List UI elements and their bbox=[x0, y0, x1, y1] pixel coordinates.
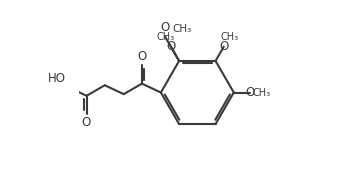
Text: CH₃: CH₃ bbox=[220, 32, 238, 42]
Text: O: O bbox=[245, 86, 255, 99]
Text: O: O bbox=[166, 40, 175, 53]
Text: HO: HO bbox=[48, 72, 66, 85]
Text: O: O bbox=[219, 40, 228, 53]
Text: O: O bbox=[160, 21, 169, 34]
Text: CH₃: CH₃ bbox=[173, 24, 192, 34]
Text: O: O bbox=[81, 116, 90, 129]
Text: O: O bbox=[137, 50, 147, 63]
Text: CH₃: CH₃ bbox=[156, 32, 174, 42]
Text: CH₃: CH₃ bbox=[252, 88, 270, 97]
